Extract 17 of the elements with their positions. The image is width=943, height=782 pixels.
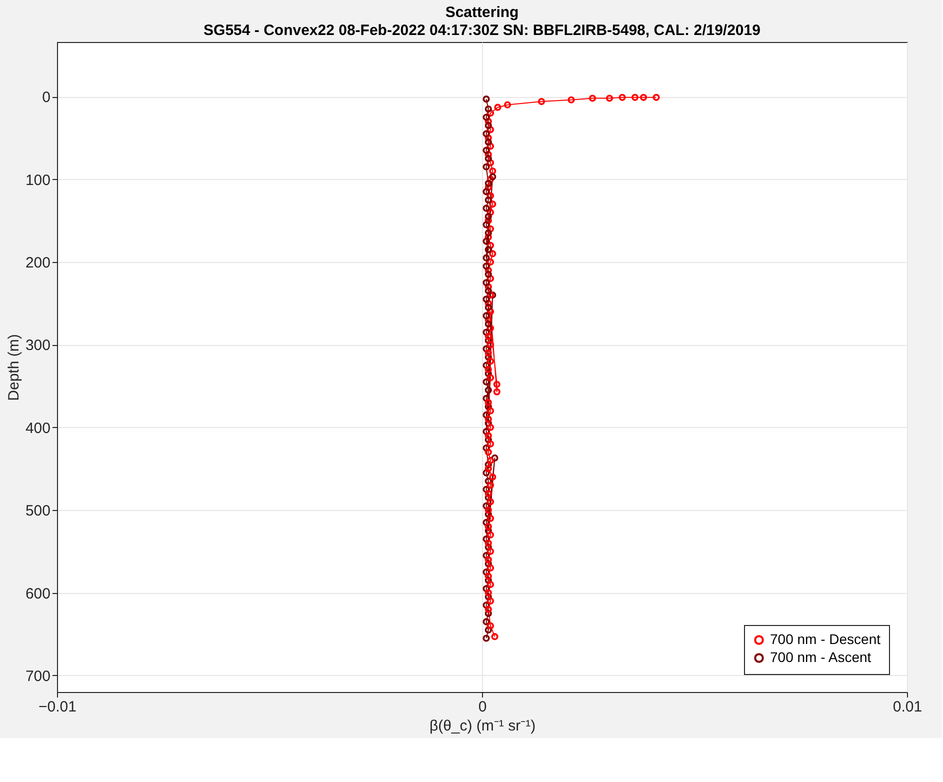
- y-axis-title: Depth (m): [5, 334, 22, 401]
- x-tick-label: −0.01: [38, 698, 76, 716]
- x-tick-label: 0.01: [892, 698, 922, 716]
- y-tick-label: 100: [25, 172, 50, 189]
- chart-subtitle: SG554 - Convex22 08-Feb-2022 04:17:30Z SN: BBFL2IRB-5498, CAL: 2/19/2019: [204, 22, 760, 39]
- chart-title: Scattering: [445, 4, 519, 21]
- x-tick-label: 0: [478, 698, 487, 716]
- y-tick-label: 400: [25, 420, 50, 437]
- y-tick-label: 700: [25, 668, 50, 685]
- y-tick-label: 500: [25, 502, 50, 520]
- legend-label: 700 nm - Descent: [770, 631, 881, 647]
- legend-label: 700 nm - Ascent: [770, 649, 872, 665]
- y-tick-label: 200: [25, 254, 50, 272]
- x-axis-title: β(θ_c) (m⁻¹ sr⁻¹): [429, 718, 536, 734]
- y-tick-label: 0: [42, 89, 50, 106]
- y-tick-label: 300: [25, 337, 50, 354]
- y-tick-label: 600: [25, 585, 50, 602]
